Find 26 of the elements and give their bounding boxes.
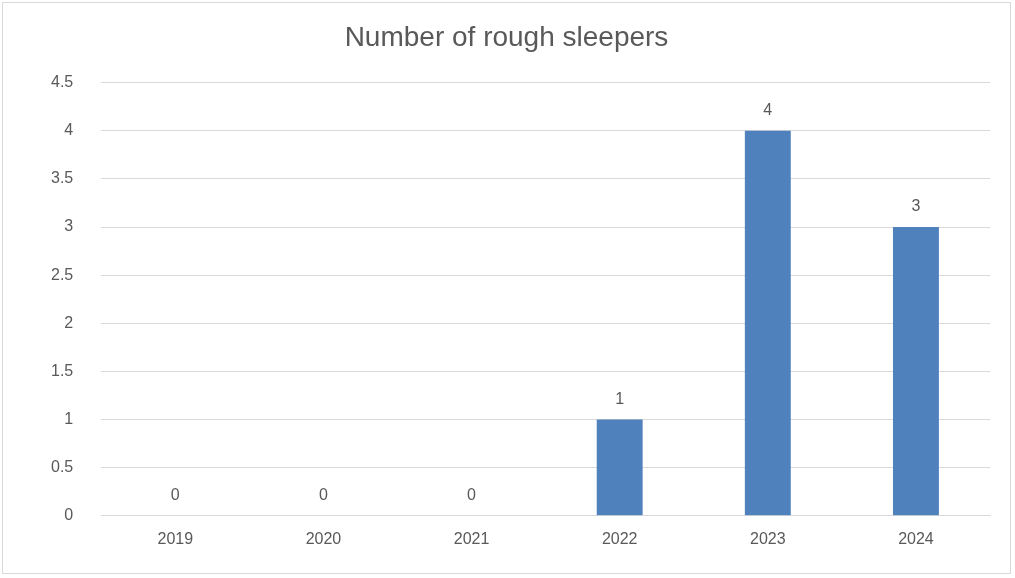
x-tick-label: 2022 bbox=[601, 529, 638, 547]
x-tick-label: 2020 bbox=[305, 529, 342, 547]
data-label: 3 bbox=[911, 197, 921, 215]
data-label: 4 bbox=[763, 101, 773, 119]
bar bbox=[596, 419, 643, 516]
y-tick-label: 4 bbox=[64, 121, 74, 139]
x-tick-label: 2019 bbox=[157, 529, 194, 547]
x-tick-label: 2024 bbox=[898, 529, 934, 547]
y-tick-label: 1.5 bbox=[50, 361, 74, 379]
x-tick-label: 2023 bbox=[750, 529, 786, 547]
y-tick-label: 2 bbox=[64, 313, 74, 331]
data-label: 0 bbox=[170, 486, 180, 504]
bar bbox=[892, 227, 939, 516]
y-tick-label: 3.5 bbox=[50, 169, 74, 187]
bar bbox=[744, 130, 791, 516]
y-tick-label: 3 bbox=[64, 217, 74, 235]
y-tick-label: 2.5 bbox=[50, 265, 74, 283]
y-tick-label: 4.5 bbox=[50, 73, 74, 91]
y-tick-label: 1 bbox=[64, 409, 74, 427]
y-tick-label: 0.5 bbox=[50, 458, 74, 476]
chart-title: Number of rough sleepers bbox=[344, 20, 669, 52]
data-label: 0 bbox=[318, 486, 328, 504]
x-tick-label: 2021 bbox=[453, 529, 490, 547]
y-tick-label: 0 bbox=[64, 506, 74, 524]
data-label: 1 bbox=[615, 389, 625, 407]
data-label: 0 bbox=[467, 486, 477, 504]
